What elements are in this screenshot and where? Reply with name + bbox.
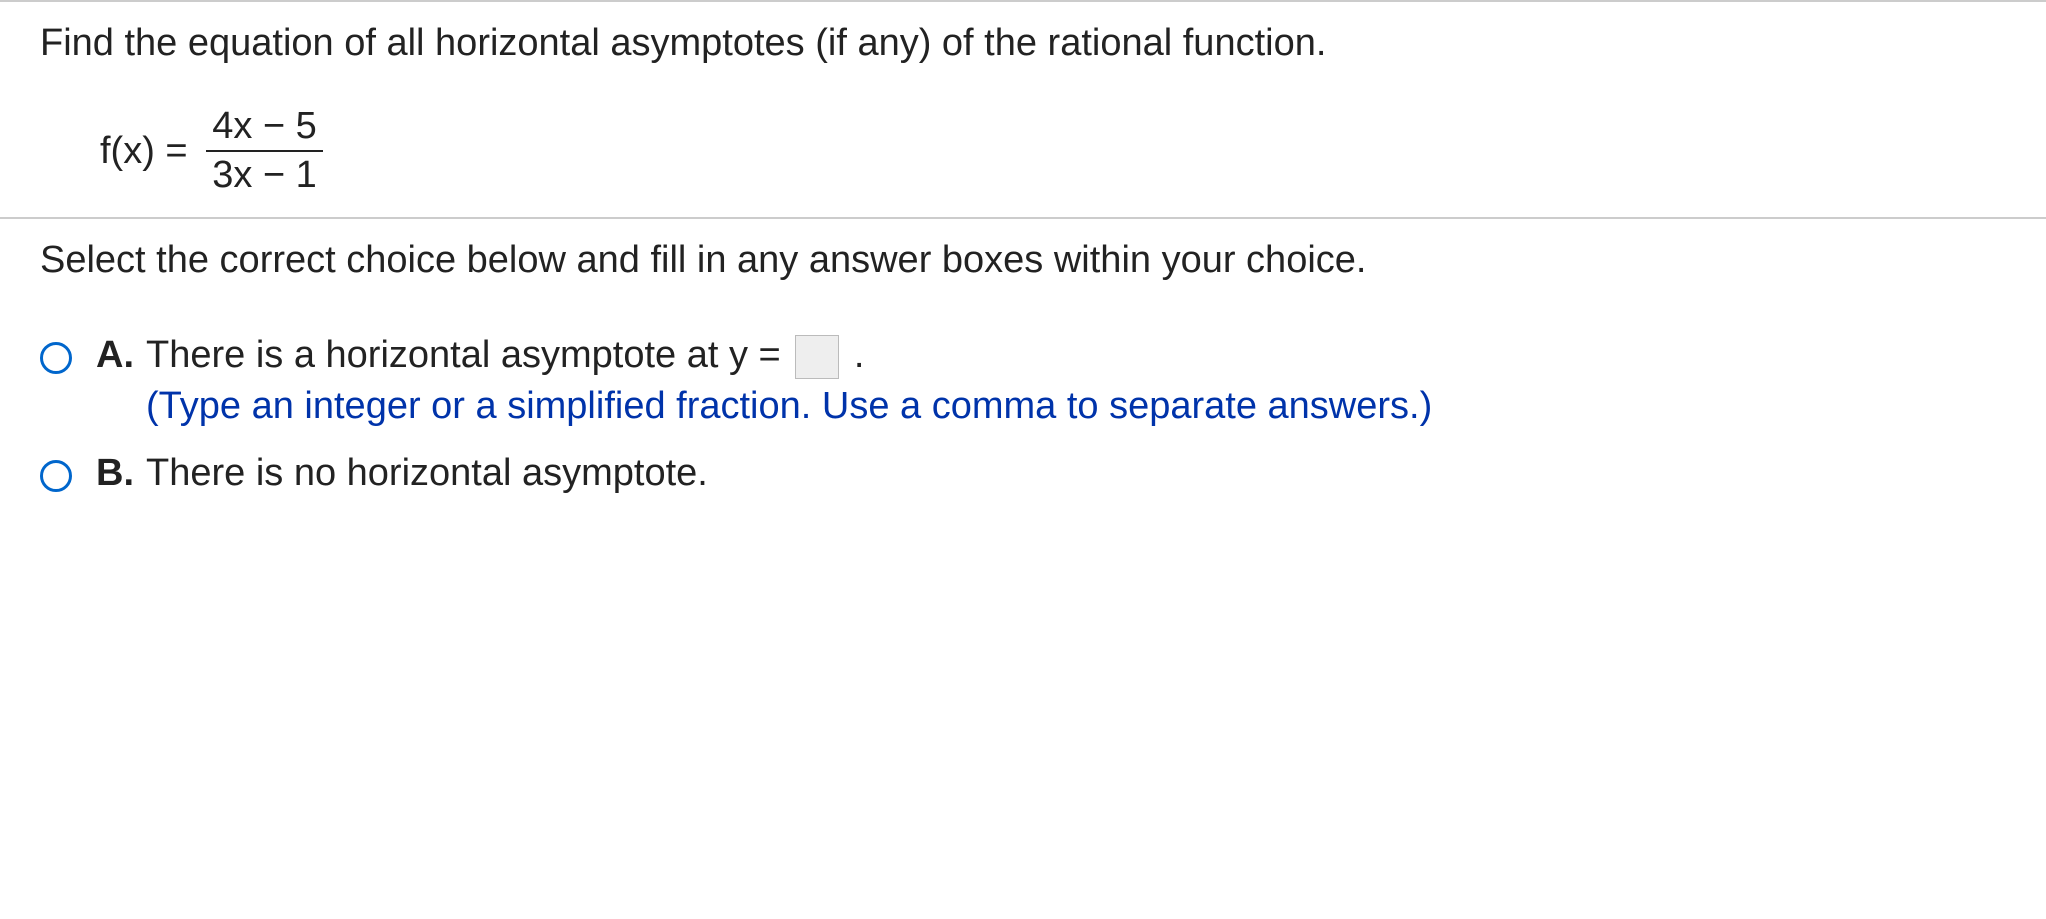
equation-block: f(x) = 4x − 5 3x − 1 xyxy=(0,95,2046,217)
choice-a-row: A. There is a horizontal asymptote at y … xyxy=(40,322,2006,440)
choice-a-letter: A. xyxy=(96,334,146,377)
radio-choice-a[interactable] xyxy=(40,342,72,374)
choice-b-letter: B. xyxy=(96,452,146,495)
answer-input-box[interactable] xyxy=(795,335,839,379)
instruction-text: Select the correct choice below and fill… xyxy=(40,239,2006,282)
fx-label: f(x) = xyxy=(100,130,188,173)
choice-b-text: There is no horizontal asymptote. xyxy=(146,452,708,494)
fraction-numerator: 4x − 5 xyxy=(206,105,323,150)
choice-a-text-after: . xyxy=(854,334,865,376)
fraction-denominator: 3x − 1 xyxy=(206,150,323,197)
question-prompt-section: Find the equation of all horizontal asym… xyxy=(0,2,2046,95)
choice-a-body: There is a horizontal asymptote at y = .… xyxy=(146,334,2006,428)
choice-b-body: There is no horizontal asymptote. xyxy=(146,452,2006,495)
choice-a-hint: (Type an integer or a simplified fractio… xyxy=(146,385,2006,428)
radio-choice-b[interactable] xyxy=(40,460,72,492)
choice-a-text-before: There is a horizontal asymptote at y = xyxy=(146,334,791,376)
answer-section: Select the correct choice below and fill… xyxy=(0,219,2046,537)
choice-b-row: B. There is no horizontal asymptote. xyxy=(40,440,2006,507)
choice-a-line1: There is a horizontal asymptote at y = . xyxy=(146,334,2006,379)
fraction: 4x − 5 3x − 1 xyxy=(206,105,323,197)
question-prompt: Find the equation of all horizontal asym… xyxy=(40,22,1326,64)
question-container: Find the equation of all horizontal asym… xyxy=(0,0,2046,537)
